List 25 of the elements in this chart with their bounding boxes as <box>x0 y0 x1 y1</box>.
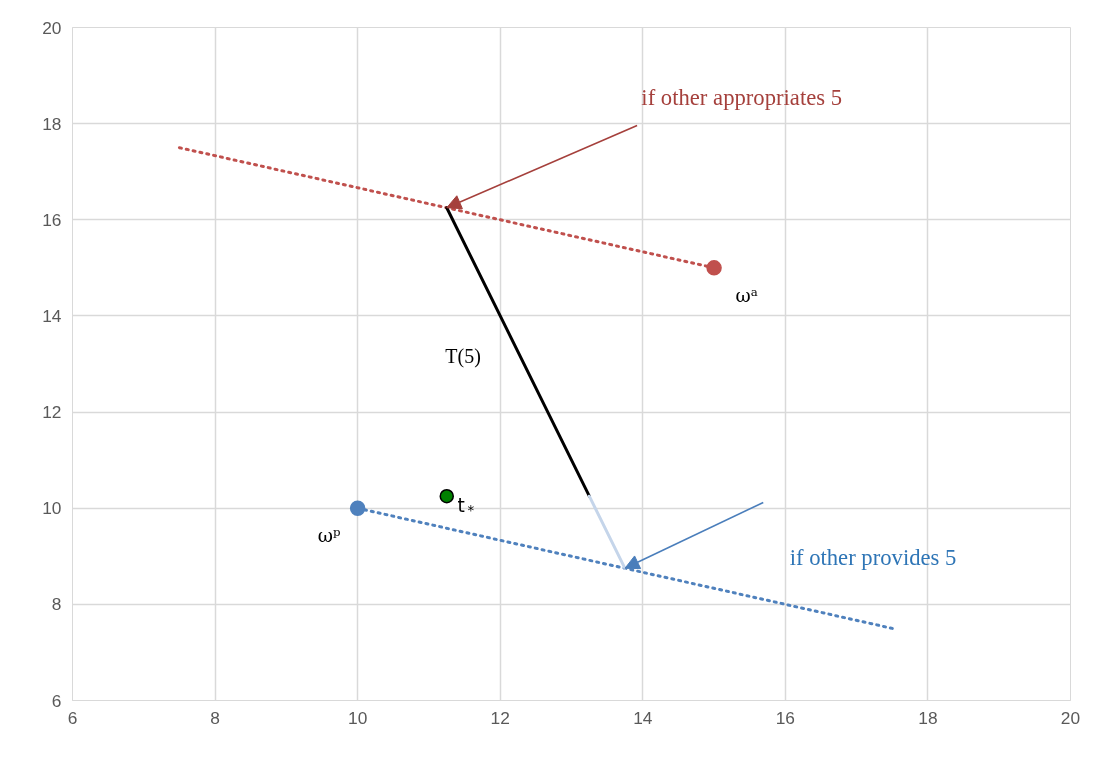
point <box>349 500 366 516</box>
annotation: T(5) <box>445 345 481 369</box>
y-tick-label: 6 <box>51 690 62 711</box>
y-tick-label: 20 <box>42 17 62 38</box>
y-tick-label: 10 <box>42 498 62 519</box>
x-tick-label: 18 <box>918 707 938 728</box>
x-tick-label: 16 <box>775 707 795 728</box>
annotation: ωᵖ <box>317 525 341 547</box>
y-tick-label: 16 <box>42 209 62 230</box>
point <box>439 488 454 504</box>
y-tick-label: 12 <box>42 402 62 423</box>
point <box>706 260 722 276</box>
x-tick-label: 10 <box>348 707 368 728</box>
x-tick-label: 12 <box>490 707 510 728</box>
annotation: ωᵃ <box>735 284 758 306</box>
annotation: if other provides 5 <box>789 545 957 571</box>
y-tick-label: 14 <box>42 305 62 326</box>
x-tick-label: 6 <box>67 707 78 728</box>
annotation: t* <box>457 494 475 518</box>
x-tick-label: 8 <box>210 707 220 728</box>
y-tick-label: 8 <box>51 594 62 615</box>
x-tick-label: 20 <box>1060 707 1081 728</box>
annotation: if other appropriates 5 <box>641 85 843 111</box>
x-tick-label: 14 <box>633 707 653 728</box>
y-tick-label: 18 <box>42 113 62 134</box>
